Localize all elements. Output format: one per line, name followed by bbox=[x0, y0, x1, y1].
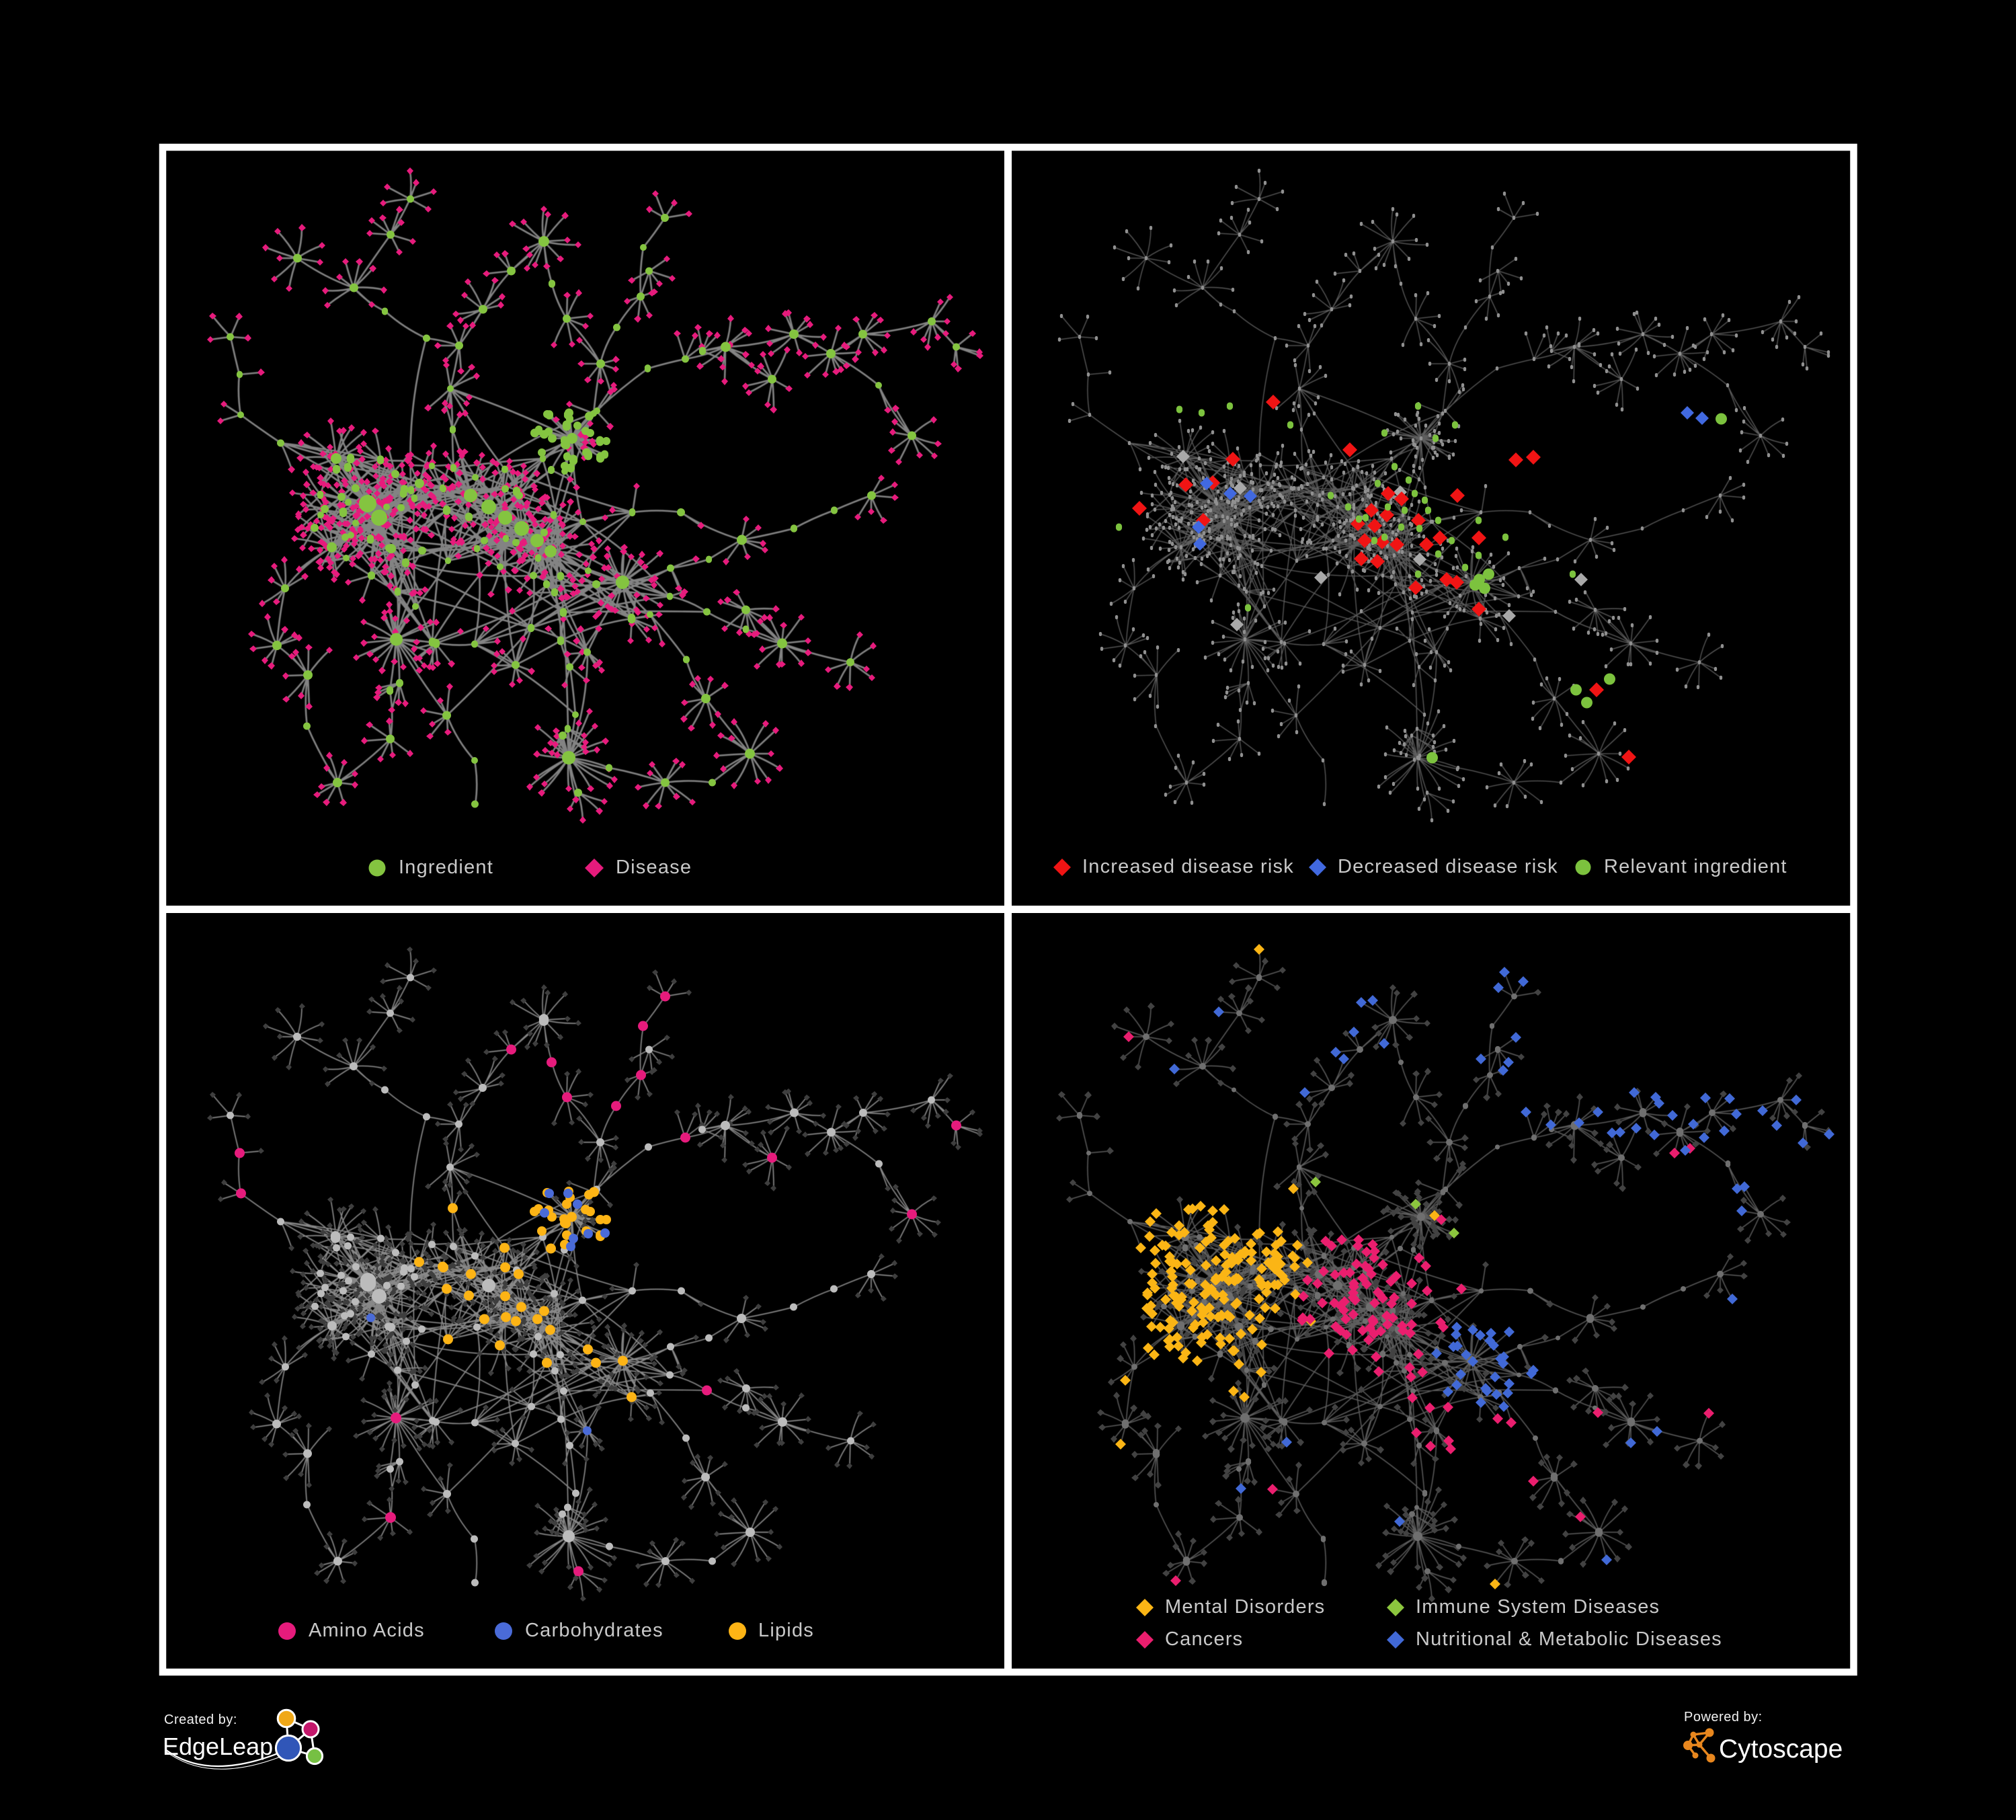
svg-text:Immune System Diseases: Immune System Diseases bbox=[1416, 1596, 1660, 1618]
svg-text:Decreased disease risk: Decreased disease risk bbox=[1338, 856, 1558, 877]
svg-text:Cancers: Cancers bbox=[1165, 1628, 1243, 1650]
svg-text:Disease: Disease bbox=[616, 857, 692, 878]
svg-text:Cytoscape: Cytoscape bbox=[1719, 1735, 1843, 1764]
svg-text:Lipids: Lipids bbox=[758, 1620, 814, 1641]
svg-text:Amino Acids: Amino Acids bbox=[309, 1620, 425, 1641]
svg-text:Powered by:: Powered by: bbox=[1684, 1710, 1763, 1725]
svg-text:EdgeLeap: EdgeLeap bbox=[163, 1733, 273, 1760]
svg-text:Nutritional & Metabolic Diseas: Nutritional & Metabolic Diseases bbox=[1416, 1628, 1722, 1650]
svg-text:Mental Disorders: Mental Disorders bbox=[1165, 1596, 1325, 1618]
svg-text:Ingredient: Ingredient bbox=[399, 857, 493, 878]
svg-text:Increased disease risk: Increased disease risk bbox=[1082, 856, 1294, 877]
svg-text:Created by:: Created by: bbox=[164, 1712, 237, 1727]
svg-text:Relevant ingredient: Relevant ingredient bbox=[1604, 856, 1787, 877]
svg-text:Carbohydrates: Carbohydrates bbox=[525, 1620, 663, 1641]
